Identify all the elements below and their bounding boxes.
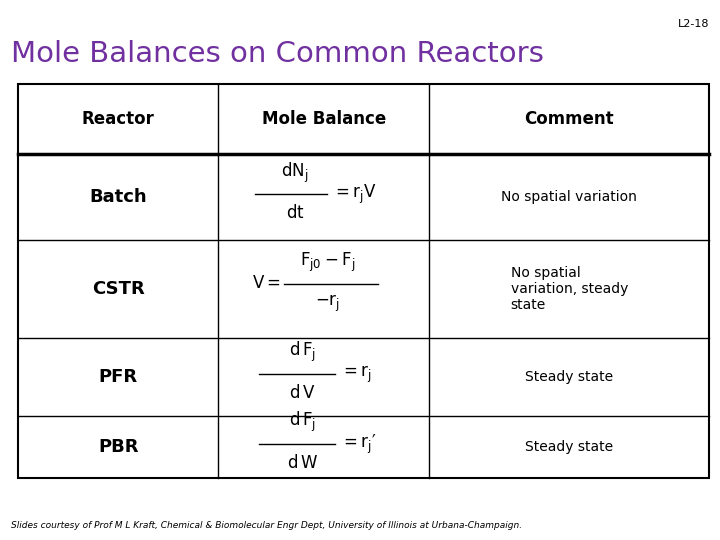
Text: PFR: PFR [99,368,138,386]
Text: Reactor: Reactor [82,110,155,128]
Text: $\mathregular{V =}$: $\mathregular{V =}$ [252,274,281,293]
Text: $\mathregular{= r_j}$: $\mathregular{= r_j}$ [340,363,372,384]
Text: $\mathregular{d\,W}$: $\mathregular{d\,W}$ [287,454,318,472]
Text: No spatial variation: No spatial variation [501,190,637,204]
Text: Mole Balance: Mole Balance [262,110,386,128]
Text: $\mathregular{d\,F_j}$: $\mathregular{d\,F_j}$ [289,340,316,364]
Bar [18,84,709,478]
Text: $\mathregular{= r_j V}$: $\mathregular{= r_j V}$ [333,183,377,206]
Text: $\mathregular{dt}$: $\mathregular{dt}$ [286,204,305,222]
Text: No spatial
variation, steady
state: No spatial variation, steady state [510,266,628,312]
Text: $\mathregular{d\,F_j}$: $\mathregular{d\,F_j}$ [289,410,316,434]
Text: $\mathregular{d\,V}$: $\mathregular{d\,V}$ [289,383,315,402]
Text: Mole Balances on Common Reactors: Mole Balances on Common Reactors [11,40,544,69]
Text: Steady state: Steady state [525,440,613,454]
Text: PBR: PBR [98,438,138,456]
Text: CSTR: CSTR [92,280,145,298]
Text: Batch: Batch [89,188,147,206]
Text: $\mathregular{-r_j}$: $\mathregular{-r_j}$ [315,293,340,314]
Text: $\mathregular{= r_j\prime}$: $\mathregular{= r_j\prime}$ [340,433,377,456]
Text: $\mathregular{F_{j0} - F_j}$: $\mathregular{F_{j0} - F_j}$ [300,251,355,274]
Text: L2-18: L2-18 [678,19,709,29]
Text: Comment: Comment [524,110,614,128]
Text: Slides courtesy of Prof M L Kraft, Chemical & Biomolecular Engr Dept, University: Slides courtesy of Prof M L Kraft, Chemi… [11,521,522,530]
Text: $\mathregular{dN_j}$: $\mathregular{dN_j}$ [282,160,309,185]
Text: Steady state: Steady state [525,370,613,383]
